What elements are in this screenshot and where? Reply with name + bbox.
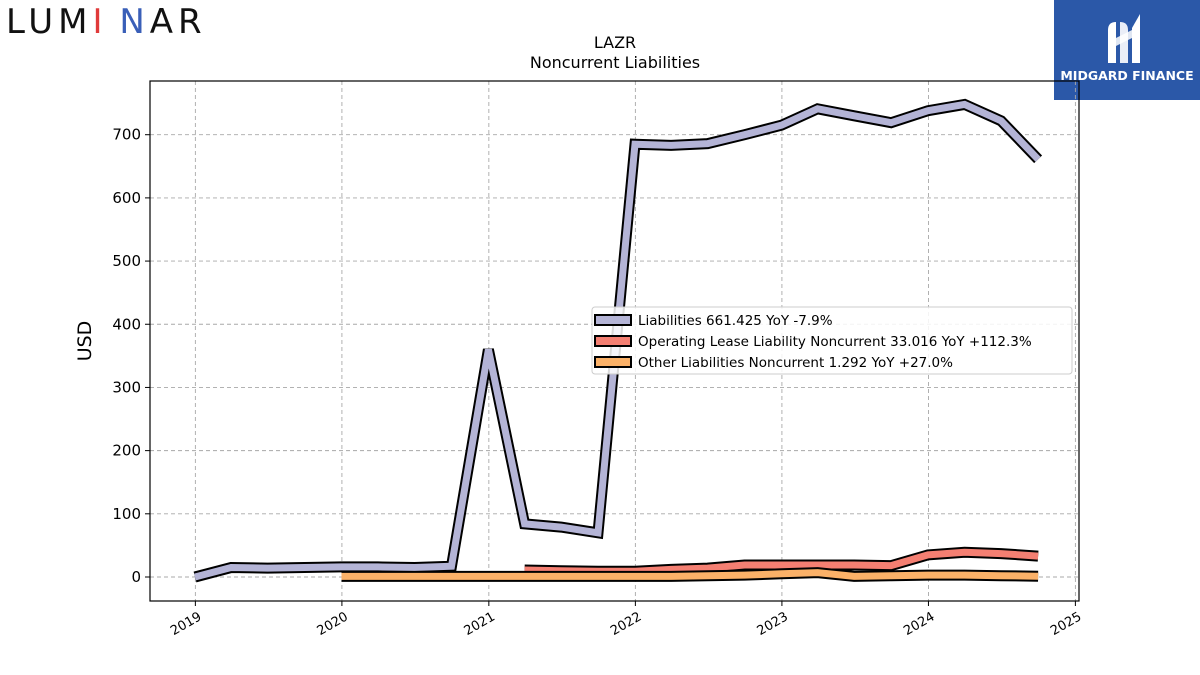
brand-logo-part2: AR (149, 2, 207, 42)
x-tick-label: 2020 (315, 609, 351, 639)
chart-subtitle: Noncurrent Liabilities (530, 53, 700, 72)
sponsor-logo-icon (1108, 14, 1140, 63)
sponsor-name: MIDGARD FINANCE (1060, 68, 1194, 83)
y-tick-label: 0 (131, 568, 141, 586)
x-tick-label: 2024 (901, 609, 937, 639)
plot-frame (149, 80, 1080, 602)
y-axis-label: USD (74, 321, 96, 362)
x-tick-label: 2022 (608, 609, 644, 639)
y-tick-label: 700 (112, 126, 141, 144)
legend-entry: Operating Lease Liability Noncurrent 33.… (638, 334, 1032, 350)
legend-box (591, 306, 1073, 375)
brand-logo-i: I (92, 2, 108, 42)
x-tick-label: 2021 (462, 609, 498, 639)
x-tick-label: 2019 (168, 609, 204, 639)
series-other (341, 567, 1039, 582)
x-tick-label: 2025 (1048, 609, 1084, 639)
legend-swatch (594, 356, 632, 368)
y-tick-label: 200 (112, 442, 141, 460)
series-line (341, 569, 1039, 580)
brand-logo-part1: LUM (6, 2, 93, 42)
y-tick-label: 400 (112, 315, 141, 333)
legend-entry: Liabilities 661.425 YoY -7.9% (638, 313, 833, 329)
legend-entry: Other Liabilities Noncurrent 1.292 YoY +… (638, 355, 953, 371)
y-tick-label: 600 (112, 189, 141, 207)
legend-swatch (594, 335, 632, 347)
y-tick-label: 100 (112, 505, 141, 523)
brand-logo-n: N (119, 2, 150, 42)
y-tick-label: 300 (112, 378, 141, 396)
legend-swatch (594, 314, 632, 326)
x-tick-label: 2023 (755, 609, 791, 639)
chart-title: LAZR (594, 33, 636, 52)
sponsor-badge: MIDGARD FINANCE (1054, 0, 1200, 100)
brand-logo: LUMI NAR (6, 2, 207, 42)
y-tick-label: 500 (112, 252, 141, 270)
